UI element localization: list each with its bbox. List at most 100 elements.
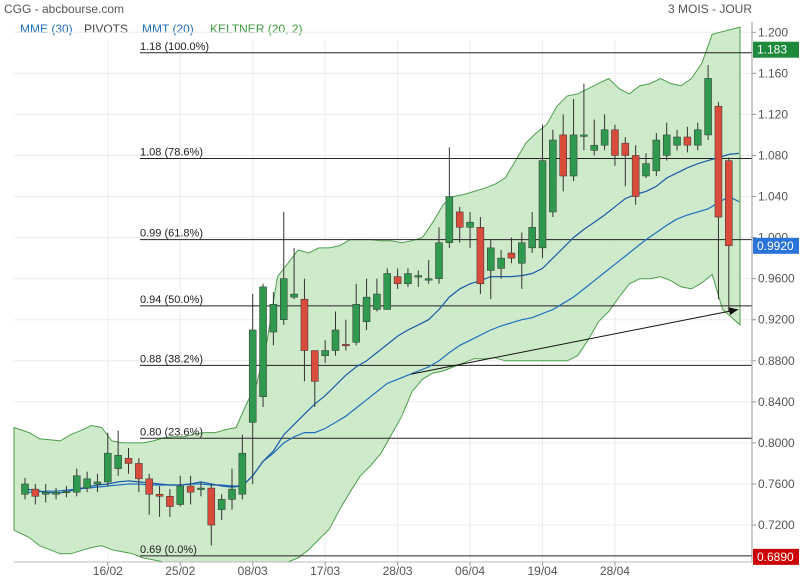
candle-68 [725, 157, 733, 312]
candle-7 [93, 473, 102, 493]
candle-24 [269, 292, 278, 346]
candle-1 [31, 483, 40, 505]
candle-body [414, 275, 423, 278]
trend-arrow-line [410, 308, 739, 375]
candle-body [155, 493, 164, 497]
candle-6 [83, 471, 91, 493]
candle-12 [145, 473, 153, 515]
legend: MME (30) PIVOTS MMT (20) KELTNER (20, 2) [20, 22, 302, 36]
fib-label-0: 1.18 (100.0%) [140, 41, 209, 53]
x-tick-label-0: 16/02 [93, 564, 123, 578]
price-badge-label: 0.9920 [757, 239, 794, 253]
candle-4 [62, 486, 71, 498]
candle-body [176, 485, 184, 505]
candle-body [600, 129, 609, 146]
candle-42 [455, 206, 464, 243]
fib-label-1: 1.08 (78.6%) [140, 147, 203, 159]
candle-0 [21, 477, 29, 500]
fib-label-6: 0.69 (0.0%) [140, 544, 197, 556]
candle-body [280, 278, 288, 320]
candle-body [259, 286, 267, 397]
y-tick-label-10: 1.120 [758, 107, 788, 121]
price-badge-1: 0.9920 [753, 237, 799, 254]
x-tick-label-3: 17/03 [310, 564, 340, 578]
price-badge-label: 1.183 [757, 43, 787, 57]
candle-35 [383, 268, 391, 310]
candle-body [41, 491, 50, 495]
candle-body [404, 273, 412, 285]
candle-48 [518, 232, 526, 289]
candle-56 [600, 114, 609, 151]
candle-body [518, 242, 526, 264]
y-tick-label-0: 0.7200 [758, 518, 795, 532]
candle-36 [393, 268, 402, 289]
candle-body [725, 160, 733, 247]
candle-11 [135, 458, 143, 493]
candle-body [507, 252, 516, 259]
candle-47 [507, 237, 516, 264]
candle-63 [673, 129, 681, 151]
candle-44 [476, 217, 485, 295]
candle-60 [642, 153, 650, 179]
price-badges: 1.183 0.9920 0.6890 [753, 41, 799, 565]
candle-body [631, 155, 640, 197]
candle-body [269, 304, 278, 333]
legend-keltner: KELTNER (20, 2) [210, 22, 302, 36]
candle-5 [73, 468, 81, 497]
chart-period: 3 MOIS - JOUR [668, 2, 752, 16]
candle-20 [228, 468, 236, 510]
candle-51 [549, 129, 557, 218]
candle-body [528, 227, 536, 249]
candle-49 [528, 211, 536, 253]
candle-17 [197, 481, 205, 497]
y-tick-label-3: 0.8400 [758, 395, 795, 409]
x-tick-label-7: 28/04 [600, 564, 630, 578]
candle-65 [694, 122, 702, 151]
candle-23 [259, 283, 267, 407]
candle-body [569, 134, 578, 177]
candle-19 [217, 494, 226, 520]
fib-label-4: 0.88 (38.2%) [140, 353, 203, 365]
candle-22 [248, 294, 257, 484]
y-tick-label-12: 1.200 [758, 25, 788, 39]
candle-body [673, 136, 681, 146]
x-axis-ticks: 16/02 25/02 08/03 17/03 28/03 06/04 19/04 28/04 [93, 562, 630, 578]
x-tick-label-4: 28/03 [383, 564, 413, 578]
candle-38 [414, 270, 423, 287]
candle-31 [342, 319, 350, 351]
candle-body [31, 488, 40, 497]
x-tick-label-5: 06/04 [455, 564, 485, 578]
candle-33 [362, 278, 371, 330]
candle-body [466, 221, 474, 228]
legend-mmt: MMT (20) [142, 22, 194, 36]
candle-body [342, 344, 350, 347]
x-tick-label-6: 19/04 [527, 564, 557, 578]
candle-body [114, 454, 122, 469]
candle-body [373, 293, 381, 310]
candle-28 [311, 350, 319, 407]
candle-body [580, 134, 588, 137]
y-tick-label-2: 0.8000 [758, 436, 795, 450]
candle-body [145, 478, 153, 495]
candle-59 [631, 145, 640, 205]
candle-body [383, 273, 391, 310]
candle-body [424, 278, 433, 281]
candle-8 [104, 432, 112, 487]
candle-15 [176, 475, 184, 507]
chart-source: CGG - abcbourse.com [4, 2, 124, 16]
candle-body [497, 257, 505, 269]
candle-body [93, 481, 102, 485]
candle-body [104, 452, 112, 483]
candle-body [714, 105, 723, 218]
candle-body [321, 350, 329, 356]
candle-50 [538, 124, 547, 259]
y-tick-label-9: 1.080 [758, 148, 788, 162]
candle-2 [41, 483, 50, 503]
candle-62 [662, 122, 671, 161]
trend-arrow [410, 307, 739, 375]
candle-54 [580, 83, 588, 151]
candle-25 [280, 211, 288, 325]
x-tick-label-1: 25/02 [165, 564, 195, 578]
candle-body [590, 144, 598, 151]
y-axis-ticks: 0.7200 0.7600 0.8000 0.8400 0.8800 0.9200 0.96… [752, 25, 795, 532]
